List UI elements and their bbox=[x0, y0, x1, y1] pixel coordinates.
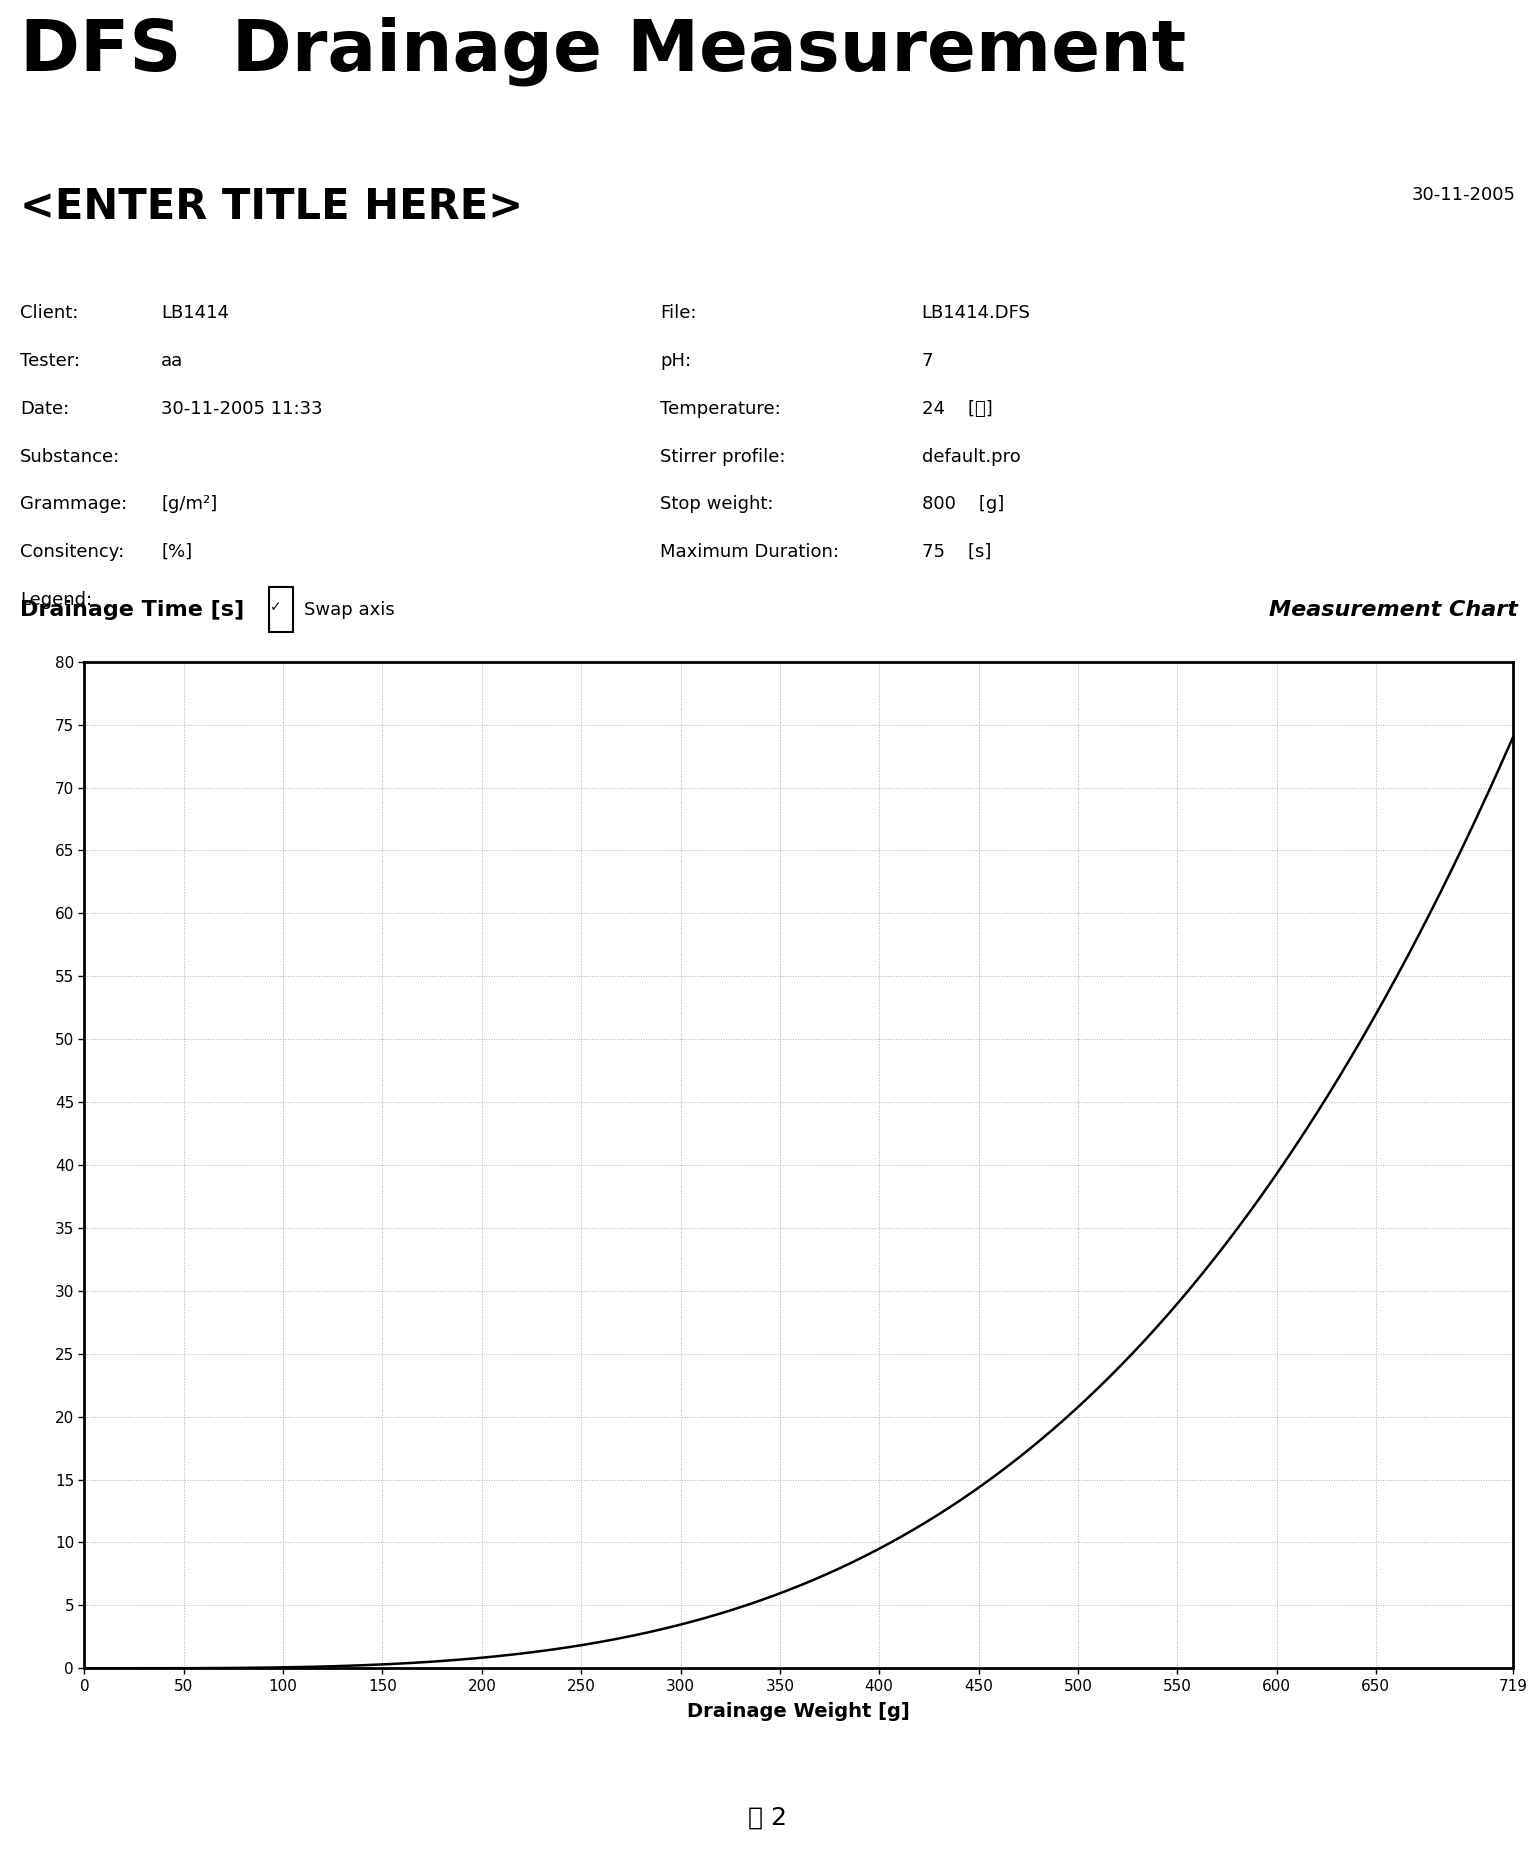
Text: Measurement Chart: Measurement Chart bbox=[1269, 600, 1518, 619]
Text: Stirrer profile:: Stirrer profile: bbox=[660, 447, 786, 466]
Text: File:: File: bbox=[660, 304, 697, 322]
Text: Grammage:: Grammage: bbox=[20, 496, 127, 513]
Text: aa: aa bbox=[161, 352, 183, 369]
Text: DFS  Drainage Measurement: DFS Drainage Measurement bbox=[20, 17, 1186, 86]
Text: Maximum Duration:: Maximum Duration: bbox=[660, 542, 840, 561]
Text: LB1414.DFS: LB1414.DFS bbox=[922, 304, 1031, 322]
Text: Temperature:: Temperature: bbox=[660, 399, 782, 418]
Text: pH:: pH: bbox=[660, 352, 691, 369]
X-axis label: Drainage Weight [g]: Drainage Weight [g] bbox=[687, 1702, 911, 1720]
Text: Client:: Client: bbox=[20, 304, 78, 322]
Text: [%]: [%] bbox=[161, 542, 192, 561]
Text: Legend:: Legend: bbox=[20, 591, 92, 610]
Text: <ENTER TITLE HERE>: <ENTER TITLE HERE> bbox=[20, 186, 524, 227]
Text: LB1414: LB1414 bbox=[161, 304, 229, 322]
Text: default.pro: default.pro bbox=[922, 447, 1020, 466]
Text: Swap axis: Swap axis bbox=[304, 600, 395, 619]
Text: Date:: Date: bbox=[20, 399, 69, 418]
Text: Drainage Time [s]: Drainage Time [s] bbox=[20, 600, 244, 619]
Text: 800    [g]: 800 [g] bbox=[922, 496, 1005, 513]
Text: Stop weight:: Stop weight: bbox=[660, 496, 774, 513]
Text: 24    [度]: 24 [度] bbox=[922, 399, 992, 418]
Bar bbox=[269, 587, 293, 632]
Text: Consitency:: Consitency: bbox=[20, 542, 124, 561]
Text: 75    [s]: 75 [s] bbox=[922, 542, 991, 561]
Text: Substance:: Substance: bbox=[20, 447, 120, 466]
Text: ✓: ✓ bbox=[270, 600, 281, 615]
Text: [g/m²]: [g/m²] bbox=[161, 496, 218, 513]
Text: 30-11-2005 11:33: 30-11-2005 11:33 bbox=[161, 399, 323, 418]
Text: 30-11-2005: 30-11-2005 bbox=[1412, 186, 1516, 203]
Text: 7: 7 bbox=[922, 352, 932, 369]
Text: 图 2: 图 2 bbox=[748, 1806, 788, 1829]
Text: Tester:: Tester: bbox=[20, 352, 80, 369]
